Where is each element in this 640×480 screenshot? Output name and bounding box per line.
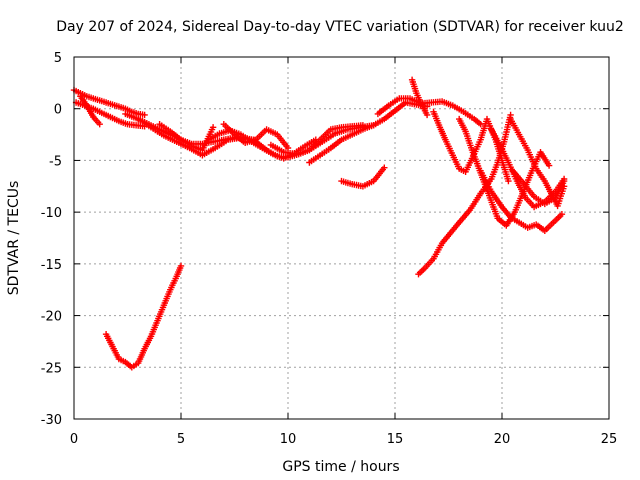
y-tick-label: 0 xyxy=(54,103,62,118)
series-arc-11 xyxy=(338,164,388,190)
data-point xyxy=(209,124,217,131)
y-tick-label: -20 xyxy=(41,310,62,325)
data-point xyxy=(558,211,566,218)
series-arc-10 xyxy=(306,122,377,166)
series-arc-19 xyxy=(507,115,568,210)
x-tick-label: 15 xyxy=(387,432,404,447)
series-arc-8 xyxy=(220,121,292,152)
data-point xyxy=(505,177,512,185)
data-point xyxy=(560,177,568,185)
chart-title: Day 207 of 2024, Sidereal Day-to-day VTE… xyxy=(56,19,624,35)
y-tick-label: -25 xyxy=(41,361,62,376)
x-tick-label: 25 xyxy=(601,432,618,447)
series-arc-13 xyxy=(408,76,431,119)
data-point xyxy=(370,122,377,129)
y-tick-label: -5 xyxy=(49,154,62,169)
plot-frame xyxy=(73,56,610,420)
axis-ticks: 0 5 10 15 20 25 5 0 -5 -10 -15 -20 -25 -30 xyxy=(41,51,618,447)
series-arc-3 xyxy=(77,93,103,128)
y-tick-label: -30 xyxy=(41,413,62,428)
x-tick-label: 5 xyxy=(177,432,185,447)
data-points xyxy=(70,76,568,371)
x-tick-label: 20 xyxy=(494,432,511,447)
y-tick-label: -15 xyxy=(41,258,62,273)
data-point xyxy=(177,262,185,270)
data-point xyxy=(545,162,553,169)
x-tick-label: 0 xyxy=(70,432,78,447)
data-point xyxy=(312,136,319,143)
data-point xyxy=(141,111,148,119)
series-arc-21 xyxy=(102,262,185,371)
x-tick-label: 10 xyxy=(280,432,297,447)
y-axis-label: SDTVAR / TECUs xyxy=(6,181,22,296)
y-tick-label: -10 xyxy=(41,206,62,221)
grid xyxy=(74,57,609,419)
data-point xyxy=(381,164,388,171)
data-point xyxy=(423,111,431,119)
series-arc-17 xyxy=(477,167,566,234)
series-arc-9 xyxy=(267,99,431,158)
series-arc-20 xyxy=(509,167,568,208)
y-tick-label: 5 xyxy=(54,51,62,66)
data-point xyxy=(96,121,103,128)
x-axis-label: GPS time / hours xyxy=(282,459,399,475)
